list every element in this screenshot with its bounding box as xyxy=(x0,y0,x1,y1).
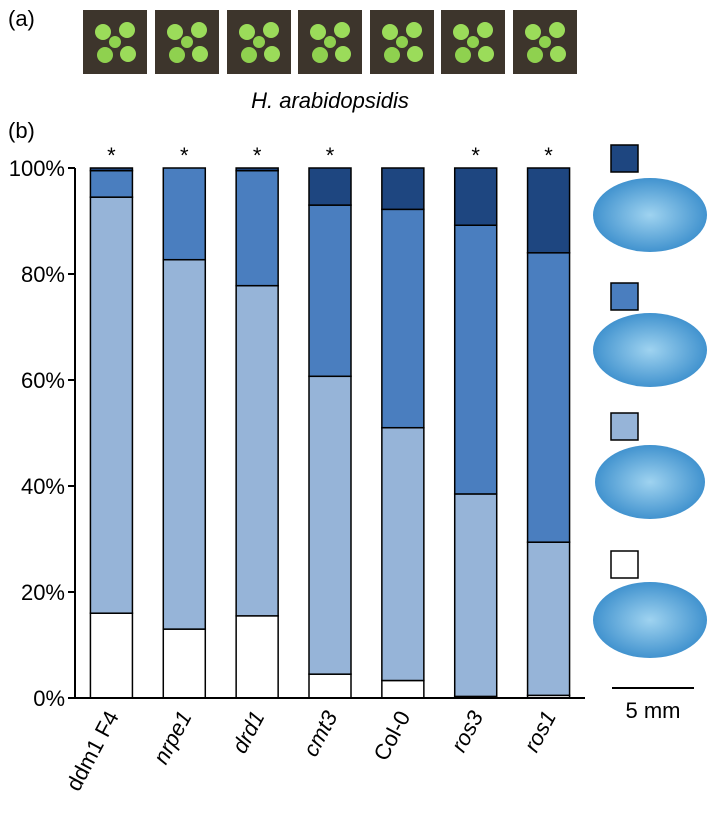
bar-segment xyxy=(162,258,207,630)
legend-swatch xyxy=(610,144,639,173)
bar-segment xyxy=(526,541,571,697)
significance-mark: * xyxy=(107,143,116,168)
x-tick-label: drd1 xyxy=(227,707,270,758)
bar-segment xyxy=(308,673,352,699)
bar-segment xyxy=(235,167,279,172)
x-tick-label: ros3 xyxy=(446,706,489,756)
bar-segment xyxy=(235,615,279,699)
x-tick-label: ros1 xyxy=(519,707,561,757)
bar-segment xyxy=(162,628,207,699)
x-tick-label: cmt3 xyxy=(298,706,343,761)
legend-swatch xyxy=(610,550,639,579)
bar-segment xyxy=(235,169,279,287)
significance-mark: * xyxy=(471,143,480,168)
bar-segment xyxy=(381,679,425,699)
bar-segment xyxy=(453,493,498,698)
x-tick-label: nrpe1 xyxy=(148,707,196,768)
bar-segment xyxy=(89,612,134,699)
legend-swatch xyxy=(610,282,639,311)
bar-segment xyxy=(89,169,134,198)
bar-segment xyxy=(308,204,352,378)
bar-segment xyxy=(381,208,425,429)
bar-segment xyxy=(162,167,207,261)
bar-segment xyxy=(453,167,498,226)
x-tick-label: Col-0 xyxy=(369,707,416,765)
y-tick-label: 100% xyxy=(9,156,65,181)
bar-segment xyxy=(453,224,498,495)
y-tick-label: 40% xyxy=(21,474,65,499)
y-tick-label: 0% xyxy=(33,686,65,711)
bar-segment xyxy=(381,426,425,682)
y-tick-label: 20% xyxy=(21,580,65,605)
bar-segment xyxy=(381,167,425,211)
bar-segment xyxy=(526,167,571,254)
significance-mark: * xyxy=(180,143,189,168)
significance-mark: * xyxy=(253,143,262,168)
bar-segment xyxy=(235,284,279,617)
bar-segment xyxy=(526,252,571,543)
panel-label: (b) xyxy=(8,118,35,143)
x-tick-label: ddm1 F4 xyxy=(61,707,124,795)
significance-mark: * xyxy=(544,143,553,168)
bar-segment xyxy=(89,167,134,172)
plant-photos xyxy=(83,10,577,74)
legend-swatch xyxy=(610,412,639,441)
significance-mark: * xyxy=(326,143,335,168)
caption: H. arabidopsidis xyxy=(251,88,409,113)
bar-segment xyxy=(89,196,134,614)
scale-bar-label: 5 mm xyxy=(626,698,681,723)
y-tick-label: 80% xyxy=(21,262,65,287)
panel-label: (a) xyxy=(8,6,35,31)
legend-leaves xyxy=(593,178,707,658)
bar-segment xyxy=(308,167,352,206)
bar-segment xyxy=(308,375,352,675)
y-tick-label: 60% xyxy=(21,368,65,393)
